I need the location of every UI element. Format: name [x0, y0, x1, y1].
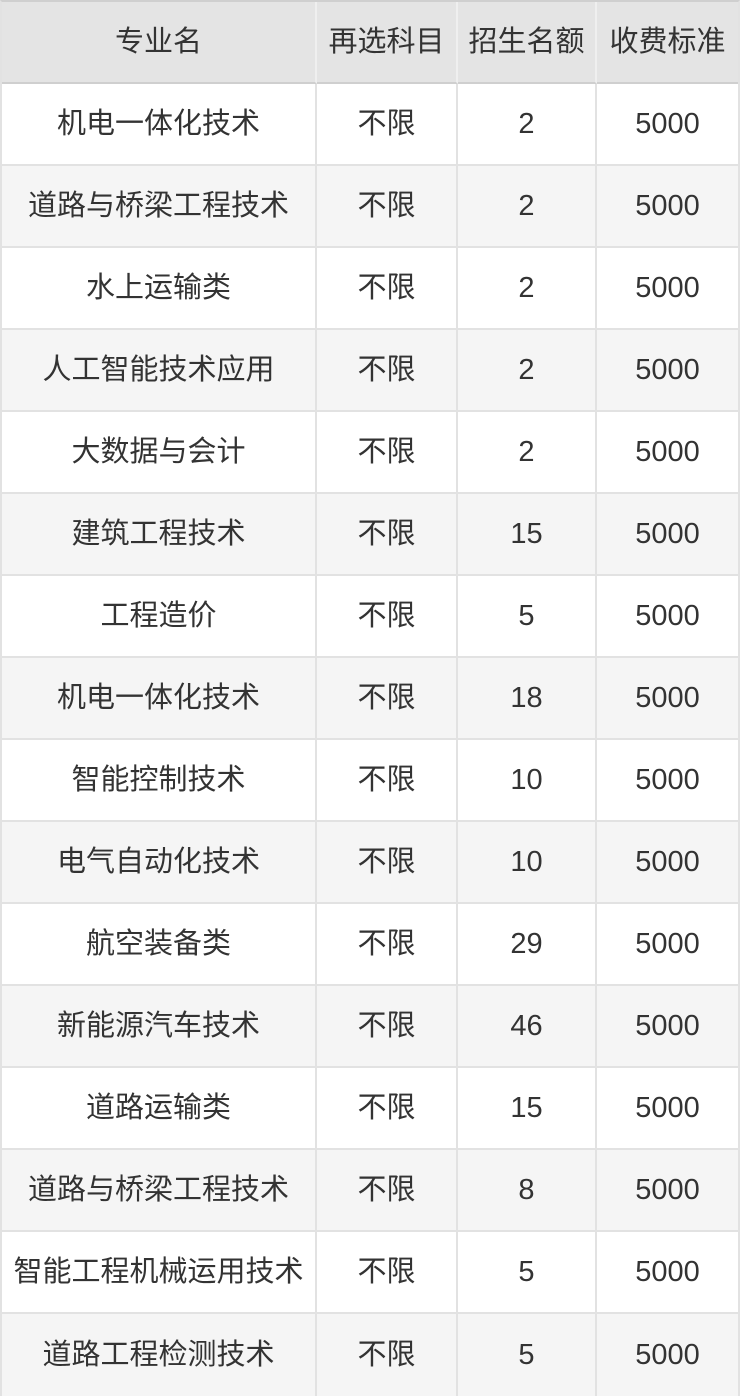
cell-quota: 2 [458, 412, 597, 494]
cell-quota: 8 [458, 1150, 597, 1232]
cell-subjects: 不限 [317, 84, 458, 166]
cell-major: 水上运输类 [2, 248, 317, 330]
table-row: 建筑工程技术 不限 15 5000 [2, 494, 738, 576]
table-row: 道路运输类 不限 15 5000 [2, 1068, 738, 1150]
cell-fee: 5000 [635, 1338, 700, 1371]
cell-major: 工程造价 [2, 576, 317, 658]
cell-major: 机电一体化技术 [2, 658, 317, 740]
table-row: 智能工程机械运用技术 不限 5 5000 [2, 1232, 738, 1314]
cell-quota: 2 [458, 166, 597, 248]
cell-subjects: 不限 [317, 576, 458, 658]
cell-fee: 5000 [597, 248, 738, 330]
cell-major: 智能工程机械运用技术 [2, 1232, 317, 1314]
cell-major: 新能源汽车技术 [2, 986, 317, 1068]
cell-fee: 5000 [597, 166, 738, 248]
cell-subjects: 不限 [317, 248, 458, 330]
table-row: 航空装备类 不限 29 5000 [2, 904, 738, 986]
cell-fee: 5000 [597, 740, 738, 822]
cell-quota: 29 [458, 904, 597, 986]
table-row: 大数据与会计 不限 2 5000 [2, 412, 738, 494]
cell-subjects: 不限 [317, 330, 458, 412]
table-row: 新能源汽车技术 不限 46 5000 [2, 986, 738, 1068]
cell-major: 电气自动化技术 [2, 822, 317, 904]
cell-subjects: 不限 [317, 1232, 458, 1314]
table-row: 人工智能技术应用 不限 2 5000 [2, 330, 738, 412]
table-row: 机电一体化技术 不限 2 5000 [2, 84, 738, 166]
cell-subjects: 不限 [317, 904, 458, 986]
cell-major: 道路与桥梁工程技术 [2, 1150, 317, 1232]
cell-subjects: 不限 [317, 412, 458, 494]
cell-subjects: 不限 [317, 1314, 458, 1396]
cell-fee: 5000 [597, 412, 738, 494]
cell-fee: 5000 [597, 330, 738, 412]
cell-fee: 5000 [597, 658, 738, 740]
cell-fee: 5000 [597, 494, 738, 576]
cell-quota: 2 [458, 248, 597, 330]
table-row: 道路与桥梁工程技术 不限 2 5000 [2, 166, 738, 248]
column-header-subjects: 再选科目 [317, 2, 458, 84]
cell-quota: 2 [458, 84, 597, 166]
cell-fee: 5000 [597, 904, 738, 986]
cell-major: 人工智能技术应用 [2, 330, 317, 412]
table-row: 工程造价 不限 5 5000 [2, 576, 738, 658]
cell-subjects: 不限 [317, 822, 458, 904]
cell-quota: 18 [458, 658, 597, 740]
table-row: 道路工程检测技术 不限 5 5000 [2, 1314, 738, 1396]
table-row: 道路与桥梁工程技术 不限 8 5000 [2, 1150, 738, 1232]
column-header-fee: 收费标准 [597, 2, 738, 84]
table-header-row: 专业名 再选科目 招生名额 收费标准 [2, 2, 738, 84]
cell-subjects: 不限 [317, 166, 458, 248]
cell-subjects: 不限 [317, 1068, 458, 1150]
table-row: 智能控制技术 不限 10 5000 [2, 740, 738, 822]
cell-major: 航空装备类 [2, 904, 317, 986]
cell-major: 道路运输类 [2, 1068, 317, 1150]
cell-fee: 5000 [597, 822, 738, 904]
cell-quota: 10 [458, 740, 597, 822]
cell-major: 建筑工程技术 [2, 494, 317, 576]
cell-quota: 10 [458, 822, 597, 904]
cell-quota: 5 [458, 576, 597, 658]
cell-subjects: 不限 [317, 494, 458, 576]
cell-major: 机电一体化技术 [2, 84, 317, 166]
cell-quota: 2 [458, 330, 597, 412]
cell-major: 智能控制技术 [2, 740, 317, 822]
table-body: 机电一体化技术 不限 2 5000 道路与桥梁工程技术 不限 2 5000 水上运输类 不限 2 50… [2, 84, 738, 1396]
cell-quota: 15 [458, 494, 597, 576]
cell-major: 大数据与会计 [2, 412, 317, 494]
table-row: 电气自动化技术 不限 10 5000 [2, 822, 738, 904]
table-row: 机电一体化技术 不限 18 5000 [2, 658, 738, 740]
cell-fee: 5000 [597, 1150, 738, 1232]
cell-subjects: 不限 [317, 658, 458, 740]
cell-major: 道路与桥梁工程技术 [2, 166, 317, 248]
cell-subjects: 不限 [317, 1150, 458, 1232]
column-header-quota: 招生名额 [458, 2, 597, 84]
cell-subjects: 不限 [317, 740, 458, 822]
cell-fee: 5000 [597, 1232, 738, 1314]
cell-quota: 46 [458, 986, 597, 1068]
cell-fee: 5000 [597, 986, 738, 1068]
cell-subjects: 不限 [317, 986, 458, 1068]
column-header-major: 专业名 [2, 2, 317, 84]
cell-major: 道路工程检测技术 [2, 1314, 317, 1396]
cell-fee: 5000 [597, 84, 738, 166]
cell-quota: 5 [458, 1314, 597, 1396]
cell-quota: 15 [458, 1068, 597, 1150]
cell-quota: 5 [458, 1232, 597, 1314]
cell-fee: 5000 [597, 1068, 738, 1150]
table-row: 水上运输类 不限 2 5000 [2, 248, 738, 330]
cell-fee: 5000 [597, 576, 738, 658]
